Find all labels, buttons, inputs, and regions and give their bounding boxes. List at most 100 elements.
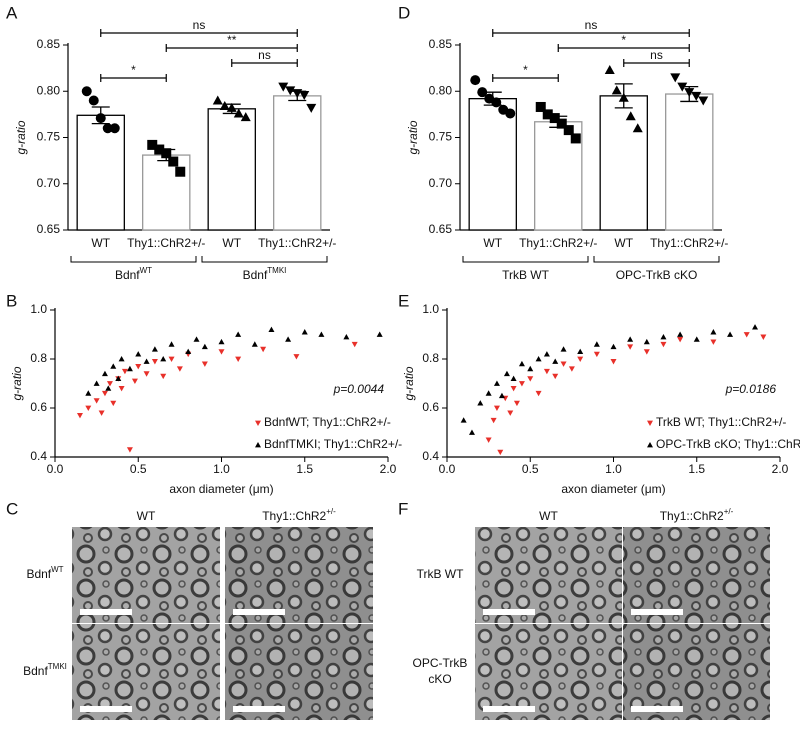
point <box>285 86 296 96</box>
point <box>760 334 767 340</box>
label-sup: TMKI <box>48 662 67 671</box>
group-label: BdnfTMKI <box>243 266 287 282</box>
bar <box>599 95 648 231</box>
legend-marker <box>255 442 261 448</box>
y-tick-label: 0.6 <box>30 400 47 414</box>
x-tick-label: 1.0 <box>213 462 230 476</box>
point <box>505 108 516 119</box>
micrograph-texture <box>72 624 220 720</box>
point <box>490 417 497 424</box>
point <box>684 88 695 98</box>
point <box>677 331 684 337</box>
point <box>118 356 125 362</box>
point <box>293 354 300 360</box>
point <box>610 343 617 350</box>
x-tick-label: WT <box>222 236 241 250</box>
scale-bar <box>233 609 285 615</box>
point <box>518 360 525 367</box>
point <box>752 324 759 330</box>
micrograph-label: BdnfTMKI <box>23 662 67 678</box>
point <box>168 356 175 362</box>
y-tick-label: 0.80 <box>37 83 61 97</box>
point <box>493 380 500 386</box>
point <box>299 90 310 100</box>
group-label-text: OPC-TrkB cKO <box>616 268 698 282</box>
micrograph-label: Thy1::ChR2+/- <box>660 507 734 523</box>
point <box>193 336 200 342</box>
point <box>278 82 289 92</box>
micrograph-texture <box>225 527 373 623</box>
point <box>498 392 505 399</box>
group-bracket <box>201 256 328 263</box>
x-tick-label: Thy1::ChR2+/- <box>650 236 728 250</box>
point <box>625 111 636 121</box>
panel-letter: B <box>6 291 17 310</box>
point <box>477 87 488 98</box>
y-tick-label: 0.85 <box>429 37 453 51</box>
point <box>552 358 559 364</box>
x-tick-label: WT <box>614 236 633 250</box>
point <box>543 368 550 375</box>
point <box>677 82 688 92</box>
point <box>160 373 167 380</box>
point <box>93 398 100 404</box>
point <box>570 133 581 144</box>
point <box>497 449 504 456</box>
point <box>485 390 492 396</box>
x-tick-label: WT <box>91 236 110 250</box>
point <box>376 331 383 337</box>
point <box>535 356 542 362</box>
significance-bracket <box>557 44 690 52</box>
point <box>677 337 684 343</box>
point <box>93 380 100 386</box>
p-value: p=0.0044 <box>333 382 385 396</box>
bar <box>207 108 256 231</box>
point <box>168 341 175 347</box>
point <box>151 359 158 365</box>
bar <box>273 95 322 231</box>
point <box>240 112 251 122</box>
group-label-text: Bdnf <box>115 268 140 282</box>
x-axis-label: axon diameter (μm) <box>561 482 665 496</box>
significance-label: * <box>523 63 528 77</box>
point <box>201 361 208 367</box>
significance-label: * <box>131 63 136 77</box>
point <box>510 375 517 381</box>
significance-label: ns <box>258 48 271 62</box>
micrograph-texture <box>475 527 622 623</box>
significance-bracket <box>231 59 298 67</box>
point <box>175 166 186 177</box>
label-line: Bdnf <box>26 567 51 581</box>
point <box>318 331 325 337</box>
significance-label: ns <box>585 18 598 32</box>
panel-letter: C <box>6 499 18 518</box>
point <box>85 405 92 411</box>
point <box>493 405 500 411</box>
panel-letter: A <box>6 3 18 22</box>
y-tick-label: 0.70 <box>37 176 61 190</box>
point <box>102 123 113 134</box>
point <box>235 356 242 362</box>
point <box>611 85 622 95</box>
point <box>507 410 514 416</box>
x-tick-label: 2.0 <box>380 462 397 476</box>
point <box>535 390 542 397</box>
significance-bracket <box>100 29 298 37</box>
point <box>185 348 192 355</box>
point <box>343 333 350 340</box>
y-axis-label: g-ratio <box>10 366 24 400</box>
point <box>135 363 142 370</box>
y-tick-label: 0.70 <box>429 176 453 190</box>
y-axis-label: g-ratio <box>406 120 420 154</box>
y-tick-label: 0.6 <box>422 400 439 414</box>
point <box>691 91 702 101</box>
group-label: OPC-TrkB cKO <box>616 268 698 282</box>
micrograph-label: Thy1::ChR2+/- <box>262 507 336 523</box>
point <box>727 331 734 337</box>
point <box>710 329 717 335</box>
point <box>743 332 750 338</box>
point <box>233 108 244 118</box>
significance-bracket <box>492 29 690 37</box>
group-label: BdnfWT <box>115 266 152 282</box>
y-tick-label: 0.4 <box>30 449 47 463</box>
